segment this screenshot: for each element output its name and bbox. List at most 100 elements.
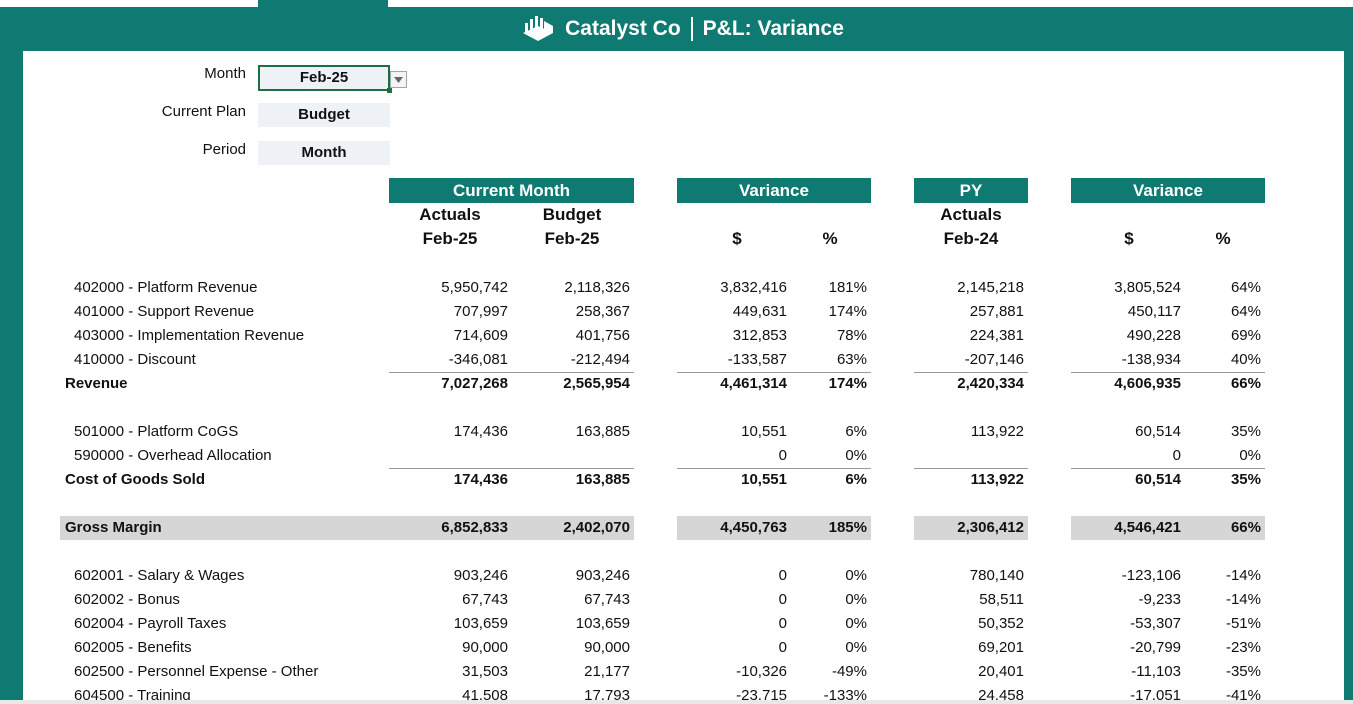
cell-pd[interactable]: -138,934 (1121, 351, 1181, 368)
row-label[interactable]: Cost of Goods Sold (65, 471, 205, 488)
cell-py[interactable]: 113,922 (970, 471, 1024, 488)
month-dropdown-button[interactable] (390, 71, 407, 88)
cell-vd[interactable]: 449,631 (732, 303, 787, 320)
cell-vd[interactable]: 3,832,416 (720, 279, 787, 296)
cell-bud[interactable] (520, 444, 630, 468)
cell-bud[interactable]: 163,885 (575, 471, 630, 488)
cell-pp[interactable]: 40% (1230, 351, 1261, 368)
cell-act[interactable]: 903,246 (453, 567, 508, 584)
row-label[interactable]: 410000 - Discount (74, 351, 196, 368)
cell-bud[interactable]: 903,246 (575, 567, 630, 584)
cell-py[interactable]: 113,922 (970, 423, 1024, 440)
cell-py[interactable]: 58,511 (979, 591, 1024, 608)
cell-pd[interactable]: -17,051 (1130, 687, 1181, 704)
cell-vd[interactable]: 0 (778, 615, 787, 632)
cell-py[interactable] (914, 444, 1024, 468)
cell-act[interactable]: 174,436 (453, 471, 508, 488)
cell-pp[interactable]: -23% (1225, 639, 1261, 656)
cell-bud[interactable]: 163,885 (575, 423, 630, 440)
cell-vd[interactable]: -133,587 (727, 351, 787, 368)
row-label[interactable]: 401000 - Support Revenue (74, 303, 255, 320)
cell-pp[interactable]: 35% (1230, 423, 1261, 440)
cell-pp[interactable]: 69% (1230, 327, 1261, 344)
row-label[interactable]: 403000 - Implementation Revenue (74, 327, 305, 344)
cell-vp[interactable]: 0% (845, 615, 867, 632)
cell-vd[interactable]: -23,715 (736, 687, 787, 704)
cell-py[interactable]: 20,401 (978, 663, 1024, 680)
cell-act[interactable]: 174,436 (453, 423, 508, 440)
cell-act[interactable]: 90,000 (462, 639, 508, 656)
cell-act[interactable]: 5,950,742 (441, 279, 508, 296)
cell-act[interactable]: 707,997 (453, 303, 508, 320)
row-label[interactable]: 602002 - Bonus (74, 591, 180, 608)
cell-py[interactable]: -207,146 (964, 351, 1024, 368)
row-label[interactable]: 602005 - Benefits (74, 639, 192, 656)
cell-vd[interactable]: 4,450,763 (720, 519, 787, 536)
cell-vp[interactable]: 0% (845, 447, 867, 464)
cell-py[interactable]: 2,420,334 (957, 375, 1024, 392)
cell-pd[interactable]: 3,805,524 (1114, 279, 1181, 296)
row-label[interactable]: 602004 - Payroll Taxes (74, 615, 227, 632)
month-dropdown-cell[interactable]: Feb-25 (258, 65, 392, 93)
cell-pp[interactable]: 66% (1230, 375, 1261, 392)
cell-vp[interactable]: 174% (828, 375, 867, 392)
row-label[interactable]: Gross Margin (65, 519, 162, 536)
cell-pd[interactable]: 450,117 (1127, 303, 1181, 320)
cell-vd[interactable]: 312,853 (732, 327, 787, 344)
cell-vp[interactable]: 0% (845, 591, 867, 608)
cell-pp[interactable]: 64% (1230, 279, 1261, 296)
cell-pp[interactable]: -51% (1225, 615, 1261, 632)
cell-bud[interactable]: 90,000 (584, 639, 630, 656)
row-label[interactable]: 602001 - Salary & Wages (74, 567, 245, 584)
cell-vd[interactable]: 10,551 (741, 471, 787, 488)
cell-act[interactable]: 103,659 (453, 615, 508, 632)
cell-vp[interactable]: 6% (845, 471, 867, 488)
cell-act[interactable] (398, 444, 508, 468)
cell-py[interactable]: 50,352 (978, 615, 1024, 632)
cell-py[interactable]: 69,201 (978, 639, 1024, 656)
cell-act[interactable]: 714,609 (453, 327, 508, 344)
cell-vd[interactable]: 4,461,314 (720, 375, 787, 392)
cell-vp[interactable]: 181% (828, 279, 867, 296)
row-label[interactable]: 501000 - Platform CoGS (74, 423, 239, 440)
row-label[interactable]: 604500 - Training (74, 687, 191, 704)
cell-vp[interactable]: -49% (831, 663, 867, 680)
cell-vp[interactable]: 6% (845, 423, 867, 440)
cell-act[interactable]: 41,508 (462, 687, 508, 704)
cell-pd[interactable]: -20,799 (1130, 639, 1181, 656)
cell-vd[interactable]: 0 (778, 567, 787, 584)
cell-pp[interactable]: 66% (1230, 519, 1261, 536)
period-value[interactable]: Month (258, 141, 390, 165)
cell-bud[interactable]: -212,494 (570, 351, 630, 368)
cell-act[interactable]: 6,852,833 (441, 519, 508, 536)
cell-pd[interactable]: 4,606,935 (1114, 375, 1181, 392)
cell-vp[interactable]: 78% (836, 327, 867, 344)
cell-pd[interactable]: 0 (1172, 447, 1181, 464)
cell-pd[interactable]: 60,514 (1135, 471, 1181, 488)
cell-py[interactable]: 2,306,412 (957, 519, 1024, 536)
cell-vp[interactable]: 0% (845, 639, 867, 656)
cell-vp[interactable]: 0% (845, 567, 867, 584)
row-label[interactable]: 590000 - Overhead Allocation (74, 447, 272, 464)
cell-pd[interactable]: -123,106 (1121, 567, 1181, 584)
cell-py[interactable]: 257,881 (969, 303, 1024, 320)
cell-vd[interactable]: -10,326 (736, 663, 787, 680)
cell-vd[interactable]: 10,551 (741, 423, 787, 440)
cell-py[interactable]: 2,145,218 (957, 279, 1024, 296)
cell-pp[interactable]: -41% (1225, 687, 1261, 704)
row-label[interactable]: 402000 - Platform Revenue (74, 279, 258, 296)
cell-pp[interactable]: -14% (1225, 591, 1261, 608)
cell-pd[interactable]: -53,307 (1130, 615, 1181, 632)
cell-bud[interactable]: 21,177 (584, 663, 630, 680)
cell-pd[interactable]: 490,228 (1126, 327, 1181, 344)
cell-pp[interactable]: 35% (1230, 471, 1261, 488)
cell-vd[interactable]: 0 (778, 591, 787, 608)
cell-pp[interactable]: -14% (1225, 567, 1261, 584)
cell-vp[interactable]: 174% (828, 303, 867, 320)
cell-pd[interactable]: 60,514 (1135, 423, 1181, 440)
cell-py[interactable]: 780,140 (969, 567, 1024, 584)
cell-py[interactable]: 224,381 (969, 327, 1024, 344)
cell-py[interactable]: 24,458 (978, 687, 1024, 704)
cell-pp[interactable]: 0% (1239, 447, 1261, 464)
cell-bud[interactable]: 2,565,954 (563, 375, 630, 392)
